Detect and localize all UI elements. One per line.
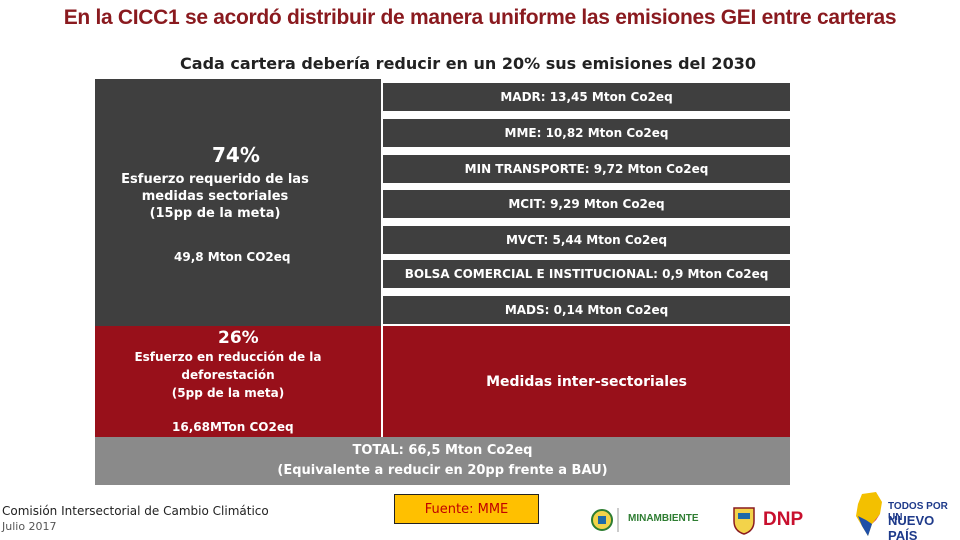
intersectoral-panel: Medidas inter-sectoriales xyxy=(383,326,790,437)
cartera-bar-madr: MADR: 13,45 Mton Co2eq xyxy=(383,83,790,111)
colombia-map-icon xyxy=(856,492,882,536)
footer-organization: Comisión Intersectorial de Cambio Climát… xyxy=(2,504,269,518)
intersectoral-label: Medidas inter-sectoriales xyxy=(486,373,687,390)
nuevo-pais-line2: NUEVO PAÍS xyxy=(888,513,935,540)
deforestation-text-line1: Esfuerzo en reducción de la xyxy=(134,350,322,364)
cartera-bar-mcit: MCIT: 9,29 Mton Co2eq xyxy=(383,190,790,218)
sectoral-percent: 74% xyxy=(212,143,260,167)
slide-subtitle: Cada cartera debería reducir en un 20% s… xyxy=(180,54,756,73)
sectoral-mton: 49,8 Mton CO2eq xyxy=(174,250,291,264)
sectoral-effort-panel: 74% Esfuerzo requerido de las medidas se… xyxy=(95,79,381,326)
dnp-logo: DNP xyxy=(727,503,832,537)
sectoral-text-line2: medidas sectoriales xyxy=(141,189,289,204)
total-panel: TOTAL: 66,5 Mton Co2eq (Equivalente a re… xyxy=(95,437,790,485)
deforestation-percent: 26% xyxy=(218,328,259,348)
dnp-label: DNP xyxy=(763,509,804,530)
cartera-bar-mme: MME: 10,82 Mton Co2eq xyxy=(383,119,790,147)
sectoral-text-line1: Esfuerzo requerido de las xyxy=(121,172,309,187)
deforestation-mton: 16,68MTon CO2eq xyxy=(172,420,294,434)
total-line2: (Equivalente a reducir en 20pp frente a … xyxy=(277,463,608,478)
deforestation-text-line3: (5pp de la meta) xyxy=(171,386,285,400)
deforestation-text-line2: deforestación xyxy=(181,368,275,382)
cartera-bar-mvct: MVCT: 5,44 Mton Co2eq xyxy=(383,226,790,254)
minambiente-label: MINAMBIENTE xyxy=(628,513,699,524)
nuevo-pais-line1: TODOS POR UN xyxy=(888,501,948,523)
cartera-bar-mads: MADS: 0,14 Mton Co2eq xyxy=(383,296,790,324)
footer-date: Julio 2017 xyxy=(2,520,57,533)
nuevo-pais-logo: TODOS POR UN NUEVO PAÍS xyxy=(852,488,960,540)
cartera-bar-min-transporte: MIN TRANSPORTE: 9,72 Mton Co2eq xyxy=(383,155,790,183)
sectoral-description: Esfuerzo requerido de las medidas sector… xyxy=(48,171,382,222)
minambiente-logo: MINAMBIENTE xyxy=(588,505,708,535)
slide-title: En la CICC1 se acordó distribuir de mane… xyxy=(63,6,897,29)
deforestation-description: Esfuerzo en reducción de la deforestació… xyxy=(75,348,381,402)
colombia-shield-icon xyxy=(591,508,619,532)
deforestation-panel: 26% Esfuerzo en reducción de la deforest… xyxy=(95,326,381,437)
total-line1: TOTAL: 66,5 Mton Co2eq xyxy=(352,443,533,458)
cartera-bar-bolsa: BOLSA COMERCIAL E INSTITUCIONAL: 0,9 Mto… xyxy=(383,260,790,288)
coat-of-arms-icon xyxy=(733,507,755,535)
sectoral-text-line3: (15pp de la meta) xyxy=(149,206,281,221)
source-box: Fuente: MME xyxy=(394,494,539,524)
